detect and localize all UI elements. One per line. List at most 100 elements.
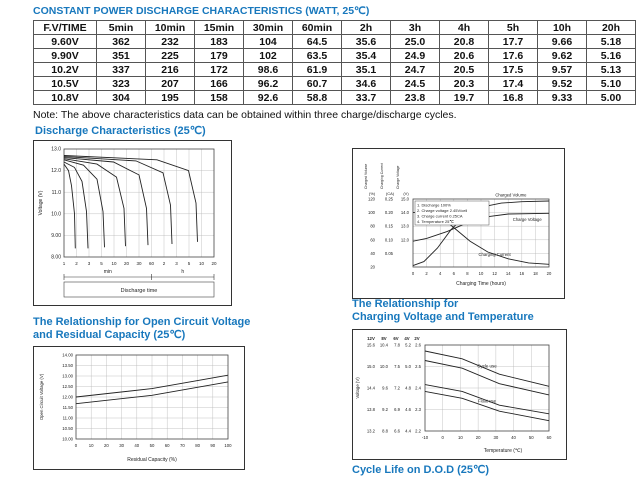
- table-cell: 337: [96, 62, 146, 77]
- legend-line: 1. Discharge 100%: [417, 203, 451, 208]
- svg-text:4.8: 4.8: [405, 386, 411, 391]
- svg-text:10.00: 10.00: [62, 437, 73, 442]
- charging-voltage-temperature-chart: 12V 8V 6V 4V 2V 15.6 10.4 7.8 5.2 2.6 15.0 10.0 7.5 5…: [352, 329, 567, 460]
- svg-text:10: 10: [199, 261, 205, 266]
- svg-text:12.50: 12.50: [62, 384, 73, 389]
- scale-header: 8V: [381, 336, 386, 341]
- svg-text:14.0: 14.0: [401, 210, 410, 215]
- table-cell: 96.2: [243, 76, 293, 91]
- svg-text:20: 20: [476, 435, 481, 440]
- series-cycle-upper: [424, 350, 550, 387]
- svg-text:8.8: 8.8: [382, 429, 388, 434]
- table-cell: 23.8: [390, 90, 440, 105]
- col-header: 10h: [537, 20, 587, 35]
- table-cell: 20.6: [439, 48, 489, 63]
- svg-text:15.6: 15.6: [367, 343, 376, 348]
- svg-text:13.0: 13.0: [401, 224, 410, 229]
- svg-text:70: 70: [180, 443, 185, 448]
- svg-text:12.0: 12.0: [51, 168, 61, 174]
- svg-text:4: 4: [439, 271, 442, 276]
- charge-characteristics-chart: Charged Volume(%)12010080604020Charging …: [352, 148, 565, 299]
- table-cell: 5.16: [586, 48, 636, 63]
- table-cell: 24.9: [390, 48, 440, 63]
- table-cell: 183: [194, 34, 244, 49]
- cycle-life-title: Cycle Life on D.O.D (25℃): [352, 464, 490, 476]
- legend-line: 3. Charge current 0.25CA: [417, 214, 463, 219]
- svg-text:11.00: 11.00: [63, 416, 74, 421]
- ocv-residual-capacity-chart: 14.00 13.50 13.00 12.50 12.00 11.50 11.00 10.50…: [33, 346, 245, 470]
- annotation: Charging Current: [479, 252, 512, 257]
- svg-text:60: 60: [547, 435, 552, 440]
- col-header: 15min: [194, 20, 244, 35]
- x-axis-label: Discharge time: [121, 288, 158, 294]
- table-cell: 5.10: [586, 76, 636, 91]
- annotation: Float use: [478, 399, 497, 404]
- svg-text:90: 90: [210, 443, 215, 448]
- table-cell: 323: [96, 76, 146, 91]
- table-cell: 17.5: [488, 62, 538, 77]
- svg-text:10: 10: [479, 271, 484, 276]
- svg-text:4.6: 4.6: [405, 407, 411, 412]
- table-cell: 20.8: [439, 34, 489, 49]
- svg-text:Charging Current: Charging Current: [380, 163, 384, 189]
- table-cell: 35.1: [341, 62, 391, 77]
- table-header-row: F.V/TIME 5min 10min 15min 30min 60min 2h 3h 4h 5h…: [33, 20, 636, 35]
- svg-text:2: 2: [425, 271, 428, 276]
- svg-text:2.2: 2.2: [415, 429, 421, 434]
- svg-text:9.00: 9.00: [51, 233, 61, 239]
- series-rate-6: [63, 156, 173, 245]
- svg-text:30: 30: [136, 261, 142, 266]
- svg-text:2: 2: [75, 261, 78, 266]
- svg-text:13.50: 13.50: [62, 363, 73, 368]
- row-header-voltage: 9.90V: [33, 48, 97, 63]
- svg-text:6.9: 6.9: [394, 407, 400, 412]
- discharge-table: F.V/TIME 5min 10min 15min 30min 60min 2h 3h 4h 5h…: [33, 20, 636, 105]
- table-cell: 20.5: [439, 62, 489, 77]
- svg-text:4.4: 4.4: [405, 429, 411, 434]
- svg-text:7.5: 7.5: [394, 364, 400, 369]
- svg-text:2.5: 2.5: [415, 364, 421, 369]
- table-cell: 24.5: [390, 76, 440, 91]
- svg-text:0.15: 0.15: [385, 224, 394, 229]
- svg-text:10: 10: [89, 443, 94, 448]
- svg-text:10.4: 10.4: [380, 343, 389, 348]
- charging-title-line2: Charging Voltage and Temperature: [352, 311, 534, 323]
- annotation: Cycle use: [477, 363, 497, 368]
- svg-text:40: 40: [511, 435, 516, 440]
- svg-text:1: 1: [63, 261, 66, 266]
- scale-header: 12V: [367, 336, 375, 341]
- series-ocv-upper: [75, 374, 229, 398]
- svg-text:2.4: 2.4: [415, 386, 421, 391]
- svg-text:5: 5: [188, 261, 191, 266]
- svg-text:60: 60: [370, 237, 375, 242]
- legend-line: 4. Temperature 25℃: [417, 219, 454, 224]
- row-header-voltage: 10.2V: [33, 62, 97, 77]
- series-float-lower: [424, 390, 550, 422]
- col-header: 2h: [341, 20, 391, 35]
- table-cell: 34.6: [341, 76, 391, 91]
- svg-text:13.2: 13.2: [367, 429, 376, 434]
- series-rate-1: [63, 163, 76, 249]
- table-cell: 351: [96, 48, 146, 63]
- plot-frame: [412, 198, 550, 268]
- svg-text:12.0: 12.0: [401, 237, 410, 242]
- svg-text:Charged Volume: Charged Volume: [364, 164, 368, 189]
- ocv-title-line1: The Relationship for Open Circuit Voltag…: [33, 316, 251, 328]
- svg-text:0: 0: [412, 271, 415, 276]
- col-header: 3h: [390, 20, 440, 35]
- ocv-title: The Relationship for Open Circuit Voltag…: [33, 316, 250, 342]
- charging-title: The Relationship for Charging Voltage an…: [352, 298, 534, 324]
- svg-text:40: 40: [370, 251, 375, 256]
- scale-header: 4V: [404, 336, 409, 341]
- series-cycle-lower: [424, 360, 550, 396]
- svg-text:16: 16: [519, 271, 524, 276]
- annotation: Charge Voltage: [513, 217, 543, 222]
- row-header-voltage: 10.5V: [33, 76, 97, 91]
- table-cell: 17.6: [488, 48, 538, 63]
- table-cell: 60.7: [292, 76, 342, 91]
- x-unit-min: min: [104, 269, 112, 275]
- svg-text:15.0: 15.0: [367, 364, 376, 369]
- table-cell: 17.4: [488, 76, 538, 91]
- svg-text:0.10: 0.10: [385, 237, 394, 242]
- table-cell: 64.5: [292, 34, 342, 49]
